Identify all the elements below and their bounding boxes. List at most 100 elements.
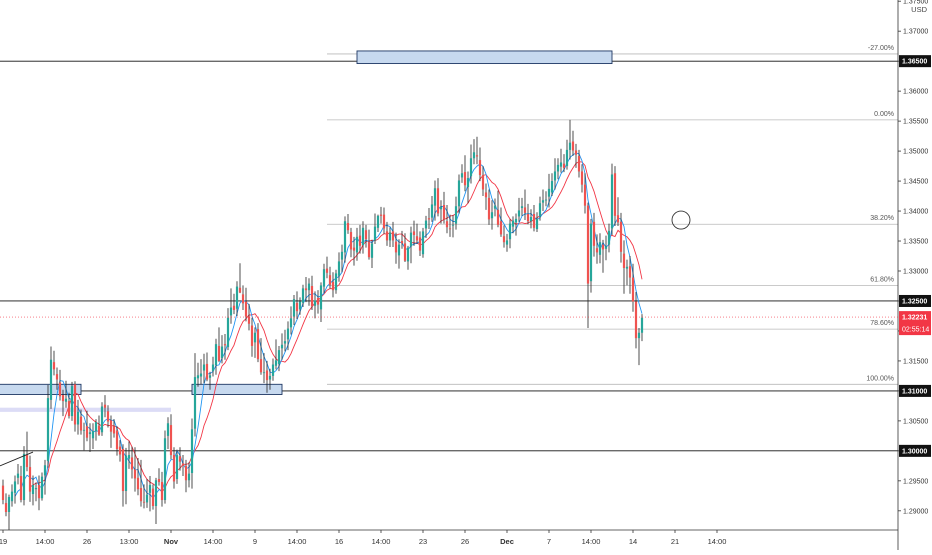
candle-body[interactable] xyxy=(316,297,320,305)
candle-body[interactable] xyxy=(397,244,401,256)
candle-body[interactable] xyxy=(250,325,254,346)
candle-body[interactable] xyxy=(319,285,323,310)
candle-body[interactable] xyxy=(370,243,374,258)
candle-body[interactable] xyxy=(49,359,53,400)
candle-body[interactable] xyxy=(160,482,164,501)
support-zone-mid[interactable] xyxy=(191,383,283,395)
candle-body[interactable] xyxy=(547,188,551,197)
candle-body[interactable] xyxy=(28,467,32,492)
candle-body[interactable] xyxy=(571,141,575,151)
candle-body[interactable] xyxy=(373,226,377,241)
candle-body[interactable] xyxy=(520,206,524,209)
candle-body[interactable] xyxy=(526,214,530,222)
candle-body[interactable] xyxy=(556,164,560,172)
candle-body[interactable] xyxy=(616,215,620,223)
candle-body[interactable] xyxy=(394,241,398,253)
candle-body[interactable] xyxy=(40,476,44,499)
candle-body[interactable] xyxy=(619,221,623,252)
candle-body[interactable] xyxy=(508,223,512,240)
candle-body[interactable] xyxy=(358,235,362,246)
candle-body[interactable] xyxy=(538,203,542,217)
candle-body[interactable] xyxy=(226,317,230,348)
candle-body[interactable] xyxy=(502,236,506,243)
candle-body[interactable] xyxy=(460,173,464,178)
candle-body[interactable] xyxy=(85,426,89,438)
candle-body[interactable] xyxy=(391,231,395,241)
candle-body[interactable] xyxy=(256,329,260,360)
candle-body[interactable] xyxy=(235,286,239,309)
candle-body[interactable] xyxy=(238,287,242,293)
candle-body[interactable] xyxy=(550,181,554,193)
candle-body[interactable] xyxy=(136,477,140,490)
candle-body[interactable] xyxy=(88,432,92,435)
candle-body[interactable] xyxy=(127,455,131,459)
candle-body[interactable] xyxy=(67,401,71,417)
candle-body[interactable] xyxy=(7,497,11,513)
candle-body[interactable] xyxy=(244,301,248,317)
candle-body[interactable] xyxy=(337,261,341,276)
candle-body[interactable] xyxy=(232,305,236,310)
candle-body[interactable] xyxy=(13,481,17,493)
candle-body[interactable] xyxy=(304,288,308,291)
candle-body[interactable] xyxy=(286,328,290,340)
candle-body[interactable] xyxy=(4,503,8,513)
candle-body[interactable] xyxy=(349,232,353,250)
candle-body[interactable] xyxy=(343,221,347,253)
candle-body[interactable] xyxy=(403,243,407,261)
candle-body[interactable] xyxy=(175,455,179,480)
candle-body[interactable] xyxy=(58,382,62,397)
candle-body[interactable] xyxy=(214,344,218,366)
candle-body[interactable] xyxy=(172,455,176,482)
candle-body[interactable] xyxy=(466,178,470,188)
candle-body[interactable] xyxy=(193,377,197,429)
candle-body[interactable] xyxy=(283,341,287,344)
candle-body[interactable] xyxy=(64,398,68,402)
candle-body[interactable] xyxy=(178,456,182,462)
candle-body[interactable] xyxy=(499,221,503,235)
candle-body[interactable] xyxy=(217,345,221,361)
candle-body[interactable] xyxy=(448,228,452,230)
candle-body[interactable] xyxy=(184,465,188,481)
candle-body[interactable] xyxy=(592,221,596,246)
candle-body[interactable] xyxy=(19,476,23,501)
candle-body[interactable] xyxy=(523,207,527,213)
candle-body[interactable] xyxy=(313,300,317,306)
candle-body[interactable] xyxy=(529,217,533,222)
candle-body[interactable] xyxy=(517,210,521,217)
candle-body[interactable] xyxy=(247,316,251,324)
candle-body[interactable] xyxy=(475,155,479,157)
support-zone-left[interactable] xyxy=(0,383,82,395)
candle-body[interactable] xyxy=(151,488,155,507)
candle-body[interactable] xyxy=(487,197,491,220)
candle-body[interactable] xyxy=(115,430,119,450)
candle-body[interactable] xyxy=(94,422,98,432)
candle-body[interactable] xyxy=(121,449,125,492)
candle-body[interactable] xyxy=(478,160,482,176)
candle-body[interactable] xyxy=(427,218,431,220)
candle-body[interactable] xyxy=(199,373,203,377)
candle-body[interactable] xyxy=(610,174,614,229)
candle-body[interactable] xyxy=(262,372,266,374)
candle-body[interactable] xyxy=(223,344,227,346)
candle-body[interactable] xyxy=(346,223,350,231)
candle-body[interactable] xyxy=(367,241,371,258)
candle-body[interactable] xyxy=(295,302,299,312)
current-price-box[interactable] xyxy=(899,311,931,336)
candle-body[interactable] xyxy=(76,411,80,425)
candle-body[interactable] xyxy=(109,420,113,432)
candle-body[interactable] xyxy=(106,411,110,422)
candle-body[interactable] xyxy=(388,232,392,241)
candle-body[interactable] xyxy=(103,404,107,408)
candle-body[interactable] xyxy=(301,288,305,303)
candle-body[interactable] xyxy=(154,480,158,507)
candle-body[interactable] xyxy=(436,188,440,214)
candle-body[interactable] xyxy=(535,218,539,230)
candle-body[interactable] xyxy=(541,200,545,203)
candle-body[interactable] xyxy=(532,214,536,228)
candle-body[interactable] xyxy=(433,188,437,206)
candle-body[interactable] xyxy=(277,350,281,364)
candle-body[interactable] xyxy=(463,172,467,186)
candle-body[interactable] xyxy=(325,268,329,273)
